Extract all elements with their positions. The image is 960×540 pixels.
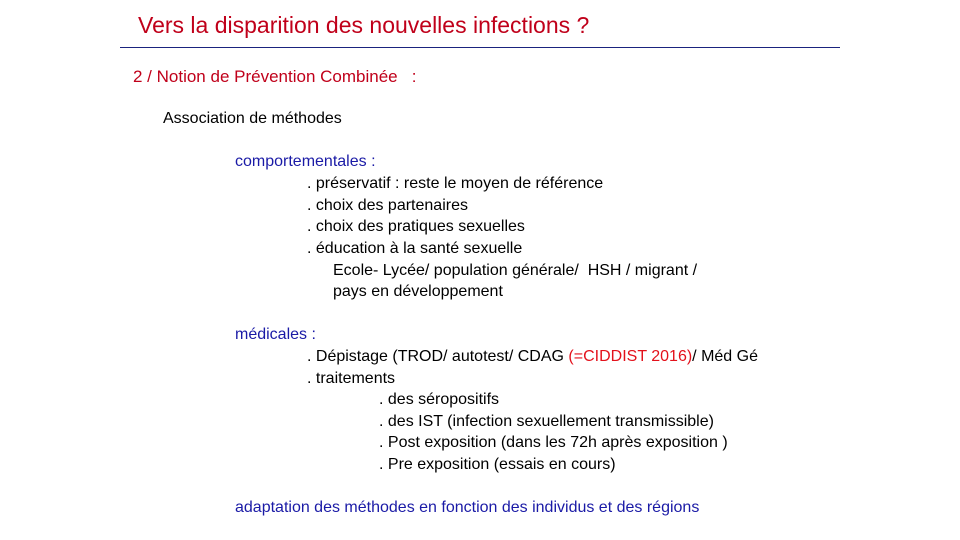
behavioural-item: . préservatif : reste le moyen de référe… xyxy=(307,175,604,192)
treatment-item: . des séropositifs xyxy=(379,391,500,408)
behavioural-item: . choix des pratiques sexuelles xyxy=(307,218,525,235)
treatment-item: . des IST (infection sexuellement transm… xyxy=(379,413,714,430)
education-detail-line: Ecole- Lycée/ population générale/ HSH /… xyxy=(333,262,698,279)
behavioural-heading: comportementales : xyxy=(235,153,376,170)
intro-text: Association de méthodes xyxy=(163,110,342,127)
screening-line: . Dépistage (TROD/ autotest/ CDAG (=CIDD… xyxy=(307,346,758,367)
treatments-label: . traitements xyxy=(307,370,396,387)
behavioural-item: . éducation à la santé sexuelle xyxy=(307,240,523,257)
treatment-item: . Post exposition (dans les 72h après ex… xyxy=(379,434,728,451)
slide-title: Vers la disparition des nouvelles infect… xyxy=(138,12,590,38)
medical-heading: médicales : xyxy=(235,326,316,343)
conclusion-text: adaptation des méthodes en fonction des … xyxy=(235,499,700,516)
education-detail-line: pays en développement xyxy=(333,283,503,300)
title-underline xyxy=(120,47,840,48)
screening-text: . Dépistage (TROD/ autotest/ CDAG xyxy=(307,348,569,365)
screening-suffix: / Méd Gé xyxy=(692,348,758,365)
section-heading: 2 / Notion de Prévention Combinée : xyxy=(133,67,417,86)
treatment-item: . Pre exposition (essais en cours) xyxy=(379,456,616,473)
screening-highlight: (=CIDDIST 2016) xyxy=(568,348,693,365)
behavioural-item: . choix des partenaires xyxy=(307,197,468,214)
